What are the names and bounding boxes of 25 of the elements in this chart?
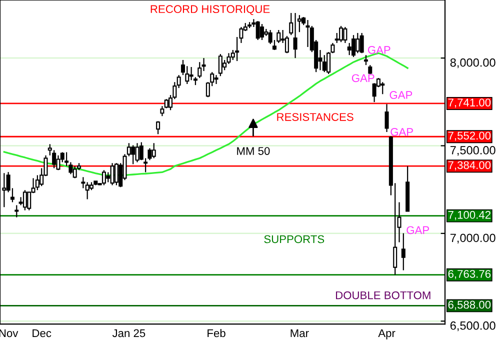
ref-line-label: 7,100.42 [448,210,490,220]
y-tick-label: 7,500.00 [450,146,496,156]
x-tick-label: Feb [208,328,226,338]
x-tick-label: Apr [378,329,396,340]
annotation: GAP [352,74,374,82]
annotation: RECORD HISTORIQUE [150,5,270,16]
annotation: SUPPORTS [264,235,324,244]
x-tick-label: Dec [32,329,52,338]
ref-line-label: 7,552.00 [448,132,491,141]
y-tick-label: 6,500.00 [450,321,496,332]
annotation: MM 50 [237,147,270,155]
annotation: GAP [406,226,429,234]
annotation: GAP [368,46,390,54]
annotation: GAP [390,128,413,136]
ref-line-label: 7,741.00 [448,98,491,108]
ref-line-label: 6,763.76 [448,270,491,280]
annotation: GAP [390,91,412,99]
ref-line-label: 6,588.00 [448,300,491,310]
y-tick-label: 8,000.00 [450,58,496,68]
ref-line-label: 7,384.00 [448,161,491,170]
annotation: RESISTANCES [277,113,354,121]
x-tick-label: Jan 25 [112,329,146,338]
annotation: DOUBLE BOTTOM [336,291,430,300]
x-tick-label: Mar [290,329,309,338]
y-tick-label: 7,000.00 [450,234,496,244]
